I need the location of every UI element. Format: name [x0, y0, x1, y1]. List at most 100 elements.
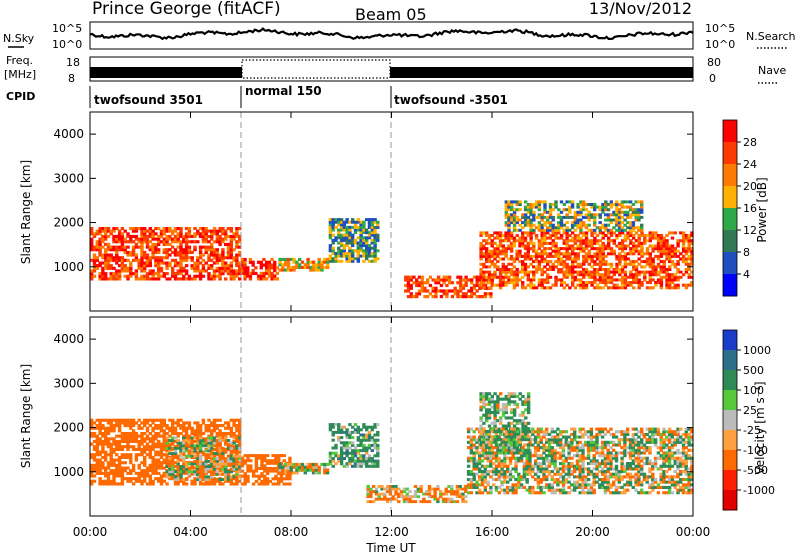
velocity-cell	[238, 421, 242, 425]
freq-panel: Freq. [MHz] 18 8 80 0 Nave	[4, 54, 786, 85]
power-cell	[656, 257, 661, 261]
velocity-cell	[547, 440, 552, 444]
velocity-cell	[240, 464, 245, 468]
power-cell	[620, 239, 625, 243]
power-cell	[362, 220, 366, 224]
power-cell	[229, 237, 233, 241]
power-cell	[515, 254, 519, 258]
power-cell	[490, 252, 494, 256]
velocity-cell	[367, 438, 372, 442]
power-cell	[529, 221, 533, 225]
power-cell	[120, 248, 125, 252]
power-cell	[92, 234, 97, 238]
power-cell	[568, 239, 572, 243]
velocity-cell	[497, 462, 501, 466]
velocity-cell	[148, 418, 152, 422]
velocity-cell	[154, 432, 158, 436]
power-cell	[198, 248, 203, 252]
power-cell	[623, 239, 628, 243]
velocity-cell	[232, 467, 236, 471]
power-cell	[590, 205, 594, 209]
power-cell	[106, 253, 111, 257]
power-cell	[373, 259, 377, 263]
velocity-cell	[176, 466, 180, 470]
power-cell	[98, 245, 102, 249]
power-cell	[529, 228, 533, 232]
velocity-cell	[506, 491, 510, 495]
power-cell	[151, 242, 155, 246]
power-cell	[339, 228, 344, 232]
velocity-cell	[207, 441, 211, 445]
power-cell	[507, 257, 511, 261]
power-cell	[426, 289, 430, 293]
power-cell	[651, 231, 655, 235]
velocity-cell	[190, 454, 194, 458]
power-cell	[615, 283, 619, 287]
power-cell	[662, 247, 666, 251]
power-cell	[151, 277, 155, 281]
velocity-cell	[212, 469, 217, 473]
velocity-cell	[240, 482, 245, 486]
power-cell	[584, 223, 589, 227]
power-cell	[634, 247, 639, 251]
power-cell	[515, 208, 519, 212]
velocity-cell	[207, 465, 211, 468]
power-cell	[106, 234, 111, 238]
power-cell	[565, 241, 569, 245]
power-cell	[210, 248, 214, 252]
velocity-cell	[511, 475, 515, 479]
power-cell	[601, 244, 605, 248]
power-cell	[548, 221, 553, 225]
power-cell	[182, 253, 186, 257]
velocity-cell	[472, 472, 476, 476]
velocity-cell	[359, 443, 363, 447]
velocity-cell	[221, 452, 225, 455]
power-cell	[584, 231, 589, 235]
power-cell	[415, 278, 419, 282]
power-cell	[182, 256, 186, 260]
power-cell	[687, 247, 691, 251]
velocity-cell	[196, 472, 200, 476]
power-cell	[265, 269, 269, 273]
power-cell	[140, 258, 144, 262]
power-cell	[540, 234, 544, 237]
power-cell	[278, 257, 282, 261]
velocity-cell	[334, 446, 338, 450]
power-cell	[339, 254, 344, 258]
power-cell	[632, 260, 636, 264]
velocity-cell	[238, 434, 242, 438]
power-cell	[640, 234, 644, 237]
power-cell	[198, 245, 203, 249]
power-cell	[101, 269, 105, 273]
velocity-cell	[151, 471, 155, 475]
power-cell	[559, 281, 564, 284]
velocity-cell	[98, 479, 102, 483]
power-cell	[221, 266, 225, 270]
velocity-cell	[109, 461, 113, 465]
power-cell	[238, 245, 242, 249]
power-cell	[342, 249, 346, 253]
velocity-cell	[240, 474, 245, 478]
power-cell	[345, 218, 349, 222]
power-cell	[406, 281, 411, 285]
velocity-cell	[497, 459, 501, 463]
velocity-cell	[377, 492, 381, 496]
velocity-cell	[212, 421, 217, 425]
velocity-cell	[282, 454, 286, 458]
power-cell	[637, 257, 641, 261]
velocity-cell	[137, 477, 141, 481]
power-cell	[540, 273, 544, 277]
power-cell	[595, 283, 600, 287]
power-cell	[168, 242, 172, 246]
power-colorbar-label: Power [dB]	[755, 177, 769, 242]
power-cell	[507, 244, 511, 248]
velocity-cell	[545, 432, 549, 436]
velocity-cell	[129, 477, 133, 481]
power-cell	[579, 249, 583, 253]
power-cell	[618, 262, 622, 266]
power-cell	[534, 286, 539, 290]
power-cell	[246, 271, 250, 275]
velocity-cell	[367, 436, 372, 440]
power-cell	[626, 205, 630, 209]
power-cell	[259, 271, 263, 275]
